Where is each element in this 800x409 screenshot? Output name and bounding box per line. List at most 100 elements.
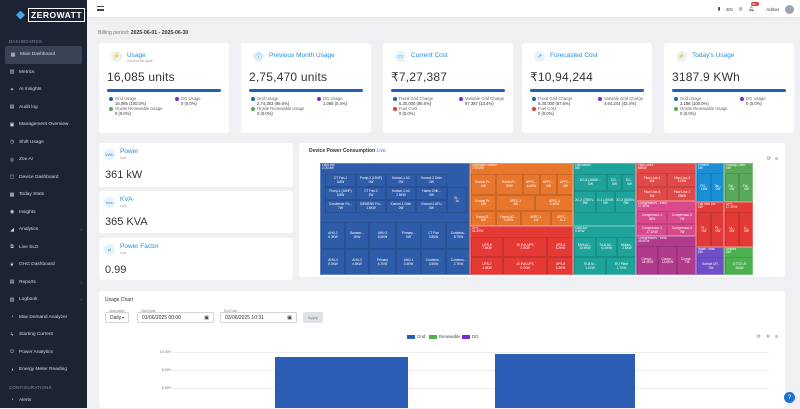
treemap-cell[interactable]: Komori-1 AC 2.5KW xyxy=(386,187,416,200)
sidebar-item-max-demand-analyzer[interactable]: ◔Max Demand Analyzer xyxy=(0,309,87,327)
user-name[interactable]: Admin xyxy=(766,7,779,12)
sidebar-item-device-dashboard[interactable]: ▢Device Dashboard xyxy=(0,169,87,187)
treemap-cell[interactable]: Komori Pr... 0W xyxy=(471,195,496,211)
treemap-cell[interactable]: APFC... 0W xyxy=(557,174,573,195)
treemap-cell[interactable]: CT Fan-2 2W xyxy=(356,187,386,200)
treemap-cell[interactable]: Flow Line-5 3W xyxy=(637,187,667,201)
avatar[interactable] xyxy=(785,5,794,14)
treemap-cell[interactable]: CT Fan-1 1MW xyxy=(325,174,356,187)
granularity-select[interactable]: Daily▾ xyxy=(105,312,129,323)
treemap-cell[interactable]: MV6 AC... 10.8KW xyxy=(574,237,596,257)
chart-bar[interactable] xyxy=(275,357,408,408)
treemap-cell[interactable]: DG-4 (1500K... 0W xyxy=(574,174,607,191)
treemap-cell[interactable]: AHU-3 4.8KW xyxy=(345,249,369,275)
treemap-cell[interactable]: Flow Line-1 5W xyxy=(637,173,667,187)
treemap-cell[interactable]: 10 kVA UPS 2.4KW xyxy=(503,237,547,257)
treemap-cell[interactable]: SIEMENS Fol... 1.6KW xyxy=(356,200,386,213)
treemap-cell[interactable]: Ki... 1k xyxy=(447,187,467,213)
sidebar-item-shift-usage[interactable]: ◷Shift Usage xyxy=(0,134,87,152)
treemap-cell[interactable]: Flow Line-7 236W xyxy=(667,187,696,201)
treemap-cell[interactable]: UPS-6 7.8KW xyxy=(471,237,503,257)
treemap-cell[interactable]: Compressor-2 17.1KW xyxy=(637,224,667,236)
treemap-cell[interactable]: Fl... 0W xyxy=(711,212,724,247)
treemap-cell[interactable]: Booster... 1KW xyxy=(345,222,369,249)
treemap-cell[interactable]: Condens... 2.7KW xyxy=(446,249,470,275)
download-icon[interactable]: ≡ xyxy=(775,156,778,162)
help-icon[interactable]: ? xyxy=(784,392,795,403)
treemap-cell[interactable]: Compressor-1 35W xyxy=(637,211,667,224)
chart-bar[interactable] xyxy=(495,354,635,408)
app-logo[interactable]: ZEROWATT xyxy=(0,0,87,30)
sidebar-item-zoe-ai[interactable]: ◎Zoe AI xyxy=(0,151,87,169)
treemap-cell[interactable]: APFC-2 3W xyxy=(496,195,535,211)
end-date-input[interactable]: 03/06/2025 10:31▣ xyxy=(220,312,297,323)
treemap-cell[interactable]: Komori-2 Drier 0W xyxy=(416,174,447,187)
treemap-cell[interactable]: Flow Line-3 124W xyxy=(667,173,696,187)
treemap-cell[interactable]: OTTO LR 264W xyxy=(725,257,753,275)
treemap-cell[interactable]: Primary... 0W xyxy=(396,222,421,249)
treemap-cell[interactable]: AHU-1 0.4KW xyxy=(396,249,421,275)
sidebar-item-metrics[interactable]: ▥Metrics xyxy=(0,64,87,82)
treemap-cell[interactable]: U... 0W xyxy=(739,212,753,247)
refresh-icon[interactable]: ⟳ xyxy=(757,334,761,340)
treemap-cell[interactable]: U... 0W xyxy=(725,212,739,247)
legend-dg[interactable]: DG xyxy=(462,334,478,339)
treemap-cell[interactable]: DG... 0W xyxy=(622,174,636,191)
treemap-cell[interactable]: Tri-B M... 1.1KW xyxy=(574,257,606,275)
language-selector[interactable]: EN xyxy=(726,7,732,12)
legend-grid[interactable]: Grid xyxy=(407,334,425,339)
treemap-cell[interactable]: APFC-1 1W xyxy=(521,211,551,226)
sidebar-item-power-analytics[interactable]: ⏻Power Analytics xyxy=(0,344,87,362)
treemap-cell[interactable]: APFC... 11.2 xyxy=(551,211,573,226)
treemap-cell[interactable]: CT Fan 0.8KW xyxy=(421,222,446,249)
sidebar-item-ai-insights[interactable]: ✦AI Insights xyxy=(0,81,87,99)
treemap-cell[interactable]: Komori-2 AFU 0W xyxy=(416,200,447,213)
sidebar-item-audit-log[interactable]: ▤Audit log xyxy=(0,99,87,117)
close-icon[interactable]: ✕ xyxy=(766,334,770,340)
treemap-cell[interactable]: Harris AC... 0.2KW xyxy=(496,211,521,226)
treemap-cell[interactable]: APFC... 4.4KW xyxy=(523,174,540,195)
treemap-cell[interactable]: DG-2 (750KV... 0W xyxy=(574,191,596,213)
sidebar-item-live-sld[interactable]: ⧉Live SLD xyxy=(0,239,87,257)
treemap-cell[interactable]: 40 kVA UPS 0.7KW xyxy=(503,257,547,275)
notification-bell-icon[interactable]: 🔔︎99+ xyxy=(749,6,755,12)
sidebar-item-main-dashboard[interactable]: ▦Main Dashboard xyxy=(5,46,82,64)
treemap-cell[interactable]: Fol... 0W xyxy=(725,173,739,202)
whatsapp-icon[interactable]: ◎ xyxy=(739,6,743,12)
refresh-icon[interactable]: ⟳ xyxy=(767,156,771,162)
treemap-cell[interactable]: DG... 0W xyxy=(607,174,622,191)
treemap-cell[interactable]: APFC... 0W xyxy=(540,174,557,195)
treemap-cell[interactable]: Pump-2 (15HP) 0W xyxy=(356,174,386,187)
treemap-cell[interactable]: Fol... 0W xyxy=(739,173,753,202)
treemap-cell[interactable]: Primary 6.7KW xyxy=(369,249,396,275)
treemap-cell[interactable]: UPS-5 6.2KW xyxy=(547,237,573,257)
treemap-cell[interactable]: DG-3 (600KV... 0W xyxy=(615,191,636,213)
treemap-cell[interactable]: Tri-B AC... 10.6KW xyxy=(596,237,617,257)
treemap-cell[interactable]: Compressor-5 7W xyxy=(667,211,696,224)
sidebar-item-logbook[interactable]: ▥Logbook› xyxy=(0,291,87,309)
treemap-cell[interactable]: Komori UP... 0W xyxy=(697,257,724,275)
treemap-cell[interactable]: UPS-8 6.3KW xyxy=(547,257,573,275)
start-date-input[interactable]: 01/06/2025 00:00▣ xyxy=(137,312,214,323)
treemap-cell[interactable]: RO Plant 1.7KW xyxy=(606,257,636,275)
treemap-cell[interactable]: Compressor-4 7W xyxy=(667,224,696,236)
legend-renewable[interactable]: Renewable xyxy=(429,334,461,339)
treemap-cell[interactable]: Harris Sl... 0W xyxy=(471,211,496,226)
treemap-cell[interactable]: Komori Pr... 0W xyxy=(471,174,496,195)
sidebar-item-today-stats[interactable]: ▦Today Stats xyxy=(0,186,87,204)
treemap-cell[interactable]: Mullen... 2.8KW xyxy=(617,237,636,257)
treemap-cell[interactable]: UPS-7 1.4KW xyxy=(471,257,503,275)
treemap-cell[interactable]: Fl... 0W xyxy=(697,212,711,247)
